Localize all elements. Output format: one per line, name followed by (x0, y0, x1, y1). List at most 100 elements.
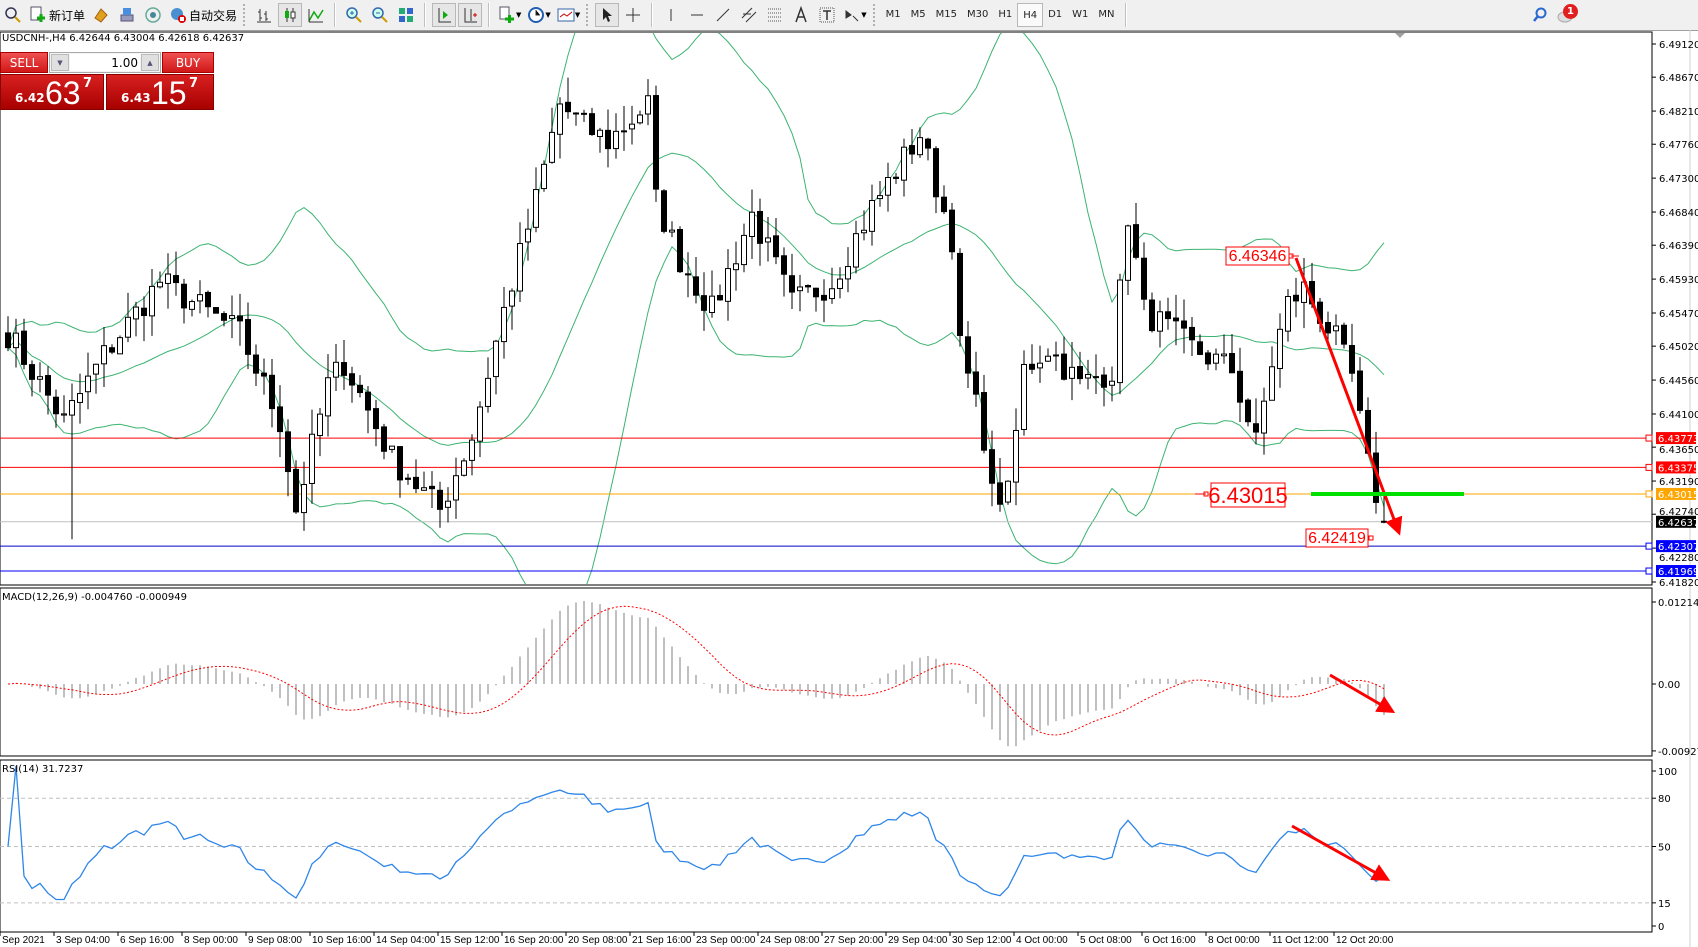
notifications-button[interactable]: 1 (1554, 3, 1578, 27)
zoom-in-button[interactable] (342, 3, 366, 27)
candle (1293, 277, 1299, 318)
indicators-button[interactable]: ▼ (496, 3, 523, 27)
candle (285, 419, 291, 497)
templates-button[interactable]: ▼ (555, 3, 582, 27)
candle (477, 401, 483, 458)
level-price-label: 6.43015 (1208, 483, 1288, 508)
cursor-button[interactable] (595, 3, 620, 27)
toolbar-grip[interactable] (872, 4, 878, 26)
candle-body (965, 336, 971, 374)
lot-increase-button[interactable]: ▲ (141, 54, 159, 71)
periods-button[interactable]: ▼ (525, 3, 552, 27)
candle-body (1181, 320, 1187, 329)
sell-price-box[interactable]: 6.42 63 7 (0, 74, 104, 110)
signals-button[interactable] (141, 3, 165, 27)
terminal-button[interactable] (115, 3, 139, 27)
timeframe-w1-button[interactable]: W1 (1072, 8, 1089, 20)
fibonacci-button[interactable] (763, 3, 787, 27)
vertical-line-button[interactable] (659, 3, 683, 27)
macd-divergence-arrow[interactable] (1329, 673, 1396, 714)
time-tick-label: 9 Sep 08:00 (248, 935, 302, 946)
candle (517, 222, 523, 302)
candle (1133, 202, 1139, 260)
candle (1269, 346, 1275, 401)
candle-body (125, 316, 131, 338)
timeframe-d1-button[interactable]: D1 (1048, 8, 1063, 20)
lot-size-input[interactable] (70, 54, 140, 71)
new-order-button[interactable]: 新订单 (27, 3, 87, 27)
sell-button[interactable]: SELL (0, 52, 48, 73)
chart-shift-button[interactable] (458, 3, 483, 27)
time-tick-label: 29 Sep 04:00 (888, 935, 948, 946)
vertical-line-icon (670, 9, 672, 21)
candle (341, 340, 347, 390)
auto-scroll-button[interactable] (432, 3, 457, 27)
candle-body (837, 278, 843, 289)
candle (229, 295, 235, 339)
candle (629, 105, 635, 145)
text-button[interactable] (789, 3, 813, 27)
candle-body (653, 95, 659, 190)
downtrend-arrow[interactable] (1294, 257, 1403, 536)
rsi-tick-label: 50 (1658, 843, 1671, 854)
candle (389, 445, 395, 453)
candle-body (909, 145, 915, 155)
line-chart-button[interactable] (304, 3, 328, 27)
candle (1229, 334, 1235, 374)
candle (973, 351, 979, 407)
buy-price-box[interactable]: 6.43 15 7 (106, 74, 214, 110)
bar-chart-button[interactable] (252, 3, 276, 27)
equidistant-channel-button[interactable] (737, 3, 761, 27)
candle-body (429, 485, 435, 490)
candle (541, 160, 547, 192)
text-label-button[interactable] (815, 3, 839, 27)
rsi-divergence-arrow[interactable] (1291, 824, 1391, 881)
candle-body (789, 275, 795, 293)
lot-decrease-button[interactable]: ▼ (51, 54, 69, 71)
timeframe-m1-button[interactable]: M1 (885, 8, 901, 20)
navigator-button[interactable] (89, 3, 113, 27)
timeframe-m5-button[interactable]: M5 (910, 8, 926, 20)
horizontal-line-button[interactable] (685, 3, 709, 27)
timeframe-mn-button[interactable]: MN (1098, 8, 1115, 20)
candle-body (1053, 354, 1059, 357)
toolbar-grip[interactable] (586, 4, 591, 26)
candle (269, 358, 275, 428)
price-tag-bg (1656, 487, 1696, 500)
candle (869, 184, 875, 246)
candle-body (517, 243, 523, 292)
timeframe-m30-button[interactable]: M30 (966, 8, 989, 20)
candle-body (701, 295, 707, 311)
candle-body (1381, 520, 1387, 523)
candle (141, 296, 147, 342)
signal-icon (145, 7, 161, 23)
tile-windows-button[interactable] (394, 3, 418, 27)
trendline-button[interactable] (711, 3, 735, 27)
candle (349, 366, 355, 403)
search-button[interactable] (1528, 3, 1552, 27)
crosshair-button[interactable] (621, 3, 645, 27)
candlestick-button[interactable] (278, 3, 303, 27)
up-arrow-icon: ▲ (147, 58, 153, 67)
buy-button[interactable]: BUY (162, 52, 214, 73)
price-tick-label: 6.45930 (1659, 275, 1698, 286)
candle-body (245, 319, 251, 355)
time-tick-label: 16 Sep 20:00 (504, 935, 564, 946)
candle-body (485, 377, 491, 407)
price-tick-label: 6.48670 (1659, 73, 1698, 84)
candle (845, 247, 851, 293)
zoom-tool-button[interactable] (1, 3, 25, 27)
timeframe-h4-button[interactable]: H4 (1017, 3, 1044, 27)
timeframe-h1-button[interactable]: H1 (998, 8, 1013, 20)
candle-body (957, 252, 963, 336)
price-tick-label: 6.47760 (1659, 140, 1698, 151)
toolbar-grip[interactable] (243, 4, 248, 26)
auto-trading-button[interactable]: 自动交易 (167, 3, 239, 27)
arrows-button[interactable]: ▼ (841, 3, 868, 27)
timeframe-m15-button[interactable]: M15 (935, 8, 957, 20)
zoom-out-button[interactable] (368, 3, 392, 27)
candle (317, 407, 323, 457)
candle (437, 481, 443, 528)
candle (789, 253, 795, 310)
